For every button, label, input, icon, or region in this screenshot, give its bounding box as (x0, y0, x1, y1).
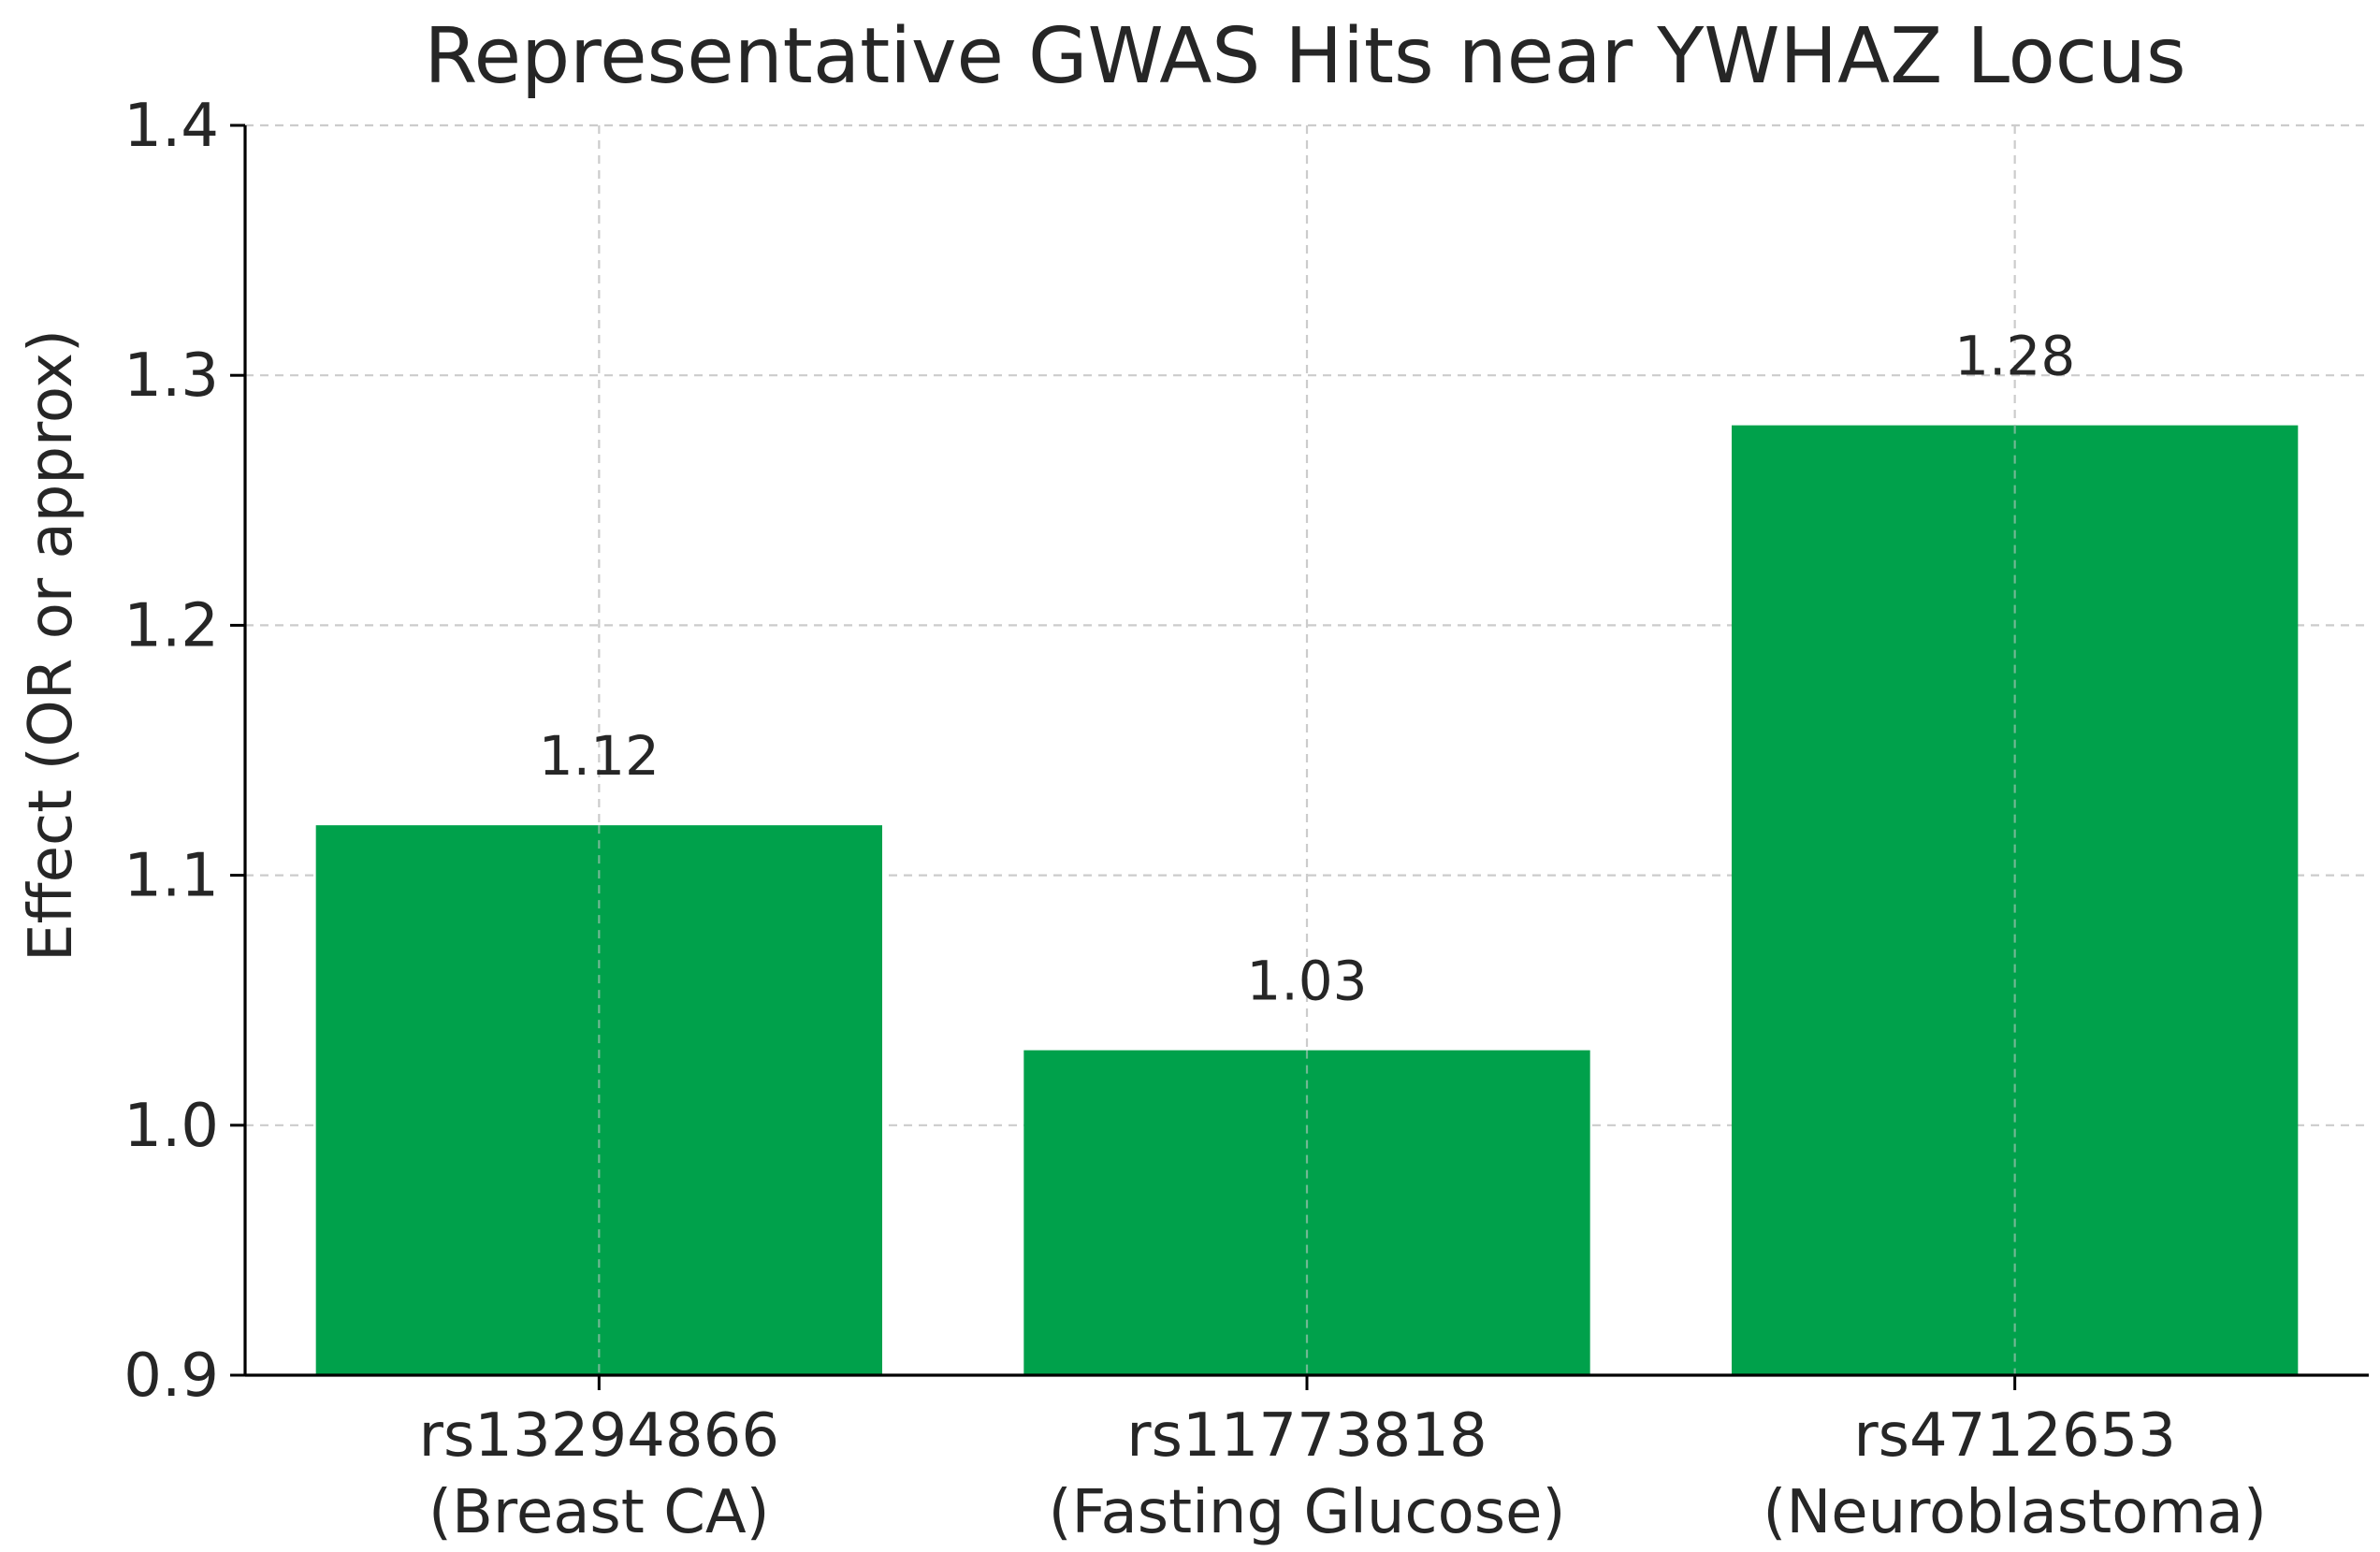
y-tick-label: 0.9 (123, 1342, 219, 1411)
x-tick-label: rs4712653 (1853, 1401, 2176, 1471)
bar-value-label: 1.28 (1954, 325, 2075, 388)
x-tick-label: rs13294866 (419, 1401, 779, 1471)
y-tick-label: 1.3 (123, 341, 219, 411)
y-tick-label: 1.1 (123, 842, 219, 911)
y-tick-label: 1.2 (123, 591, 219, 660)
x-tick-label: (Breast CA) (428, 1478, 770, 1547)
chart-title: Representative GWAS Hits near YWHAZ Locu… (424, 12, 2185, 101)
bar-value-label: 1.03 (1246, 950, 1367, 1013)
bar (1732, 425, 2299, 1375)
x-tick-label: rs11773818 (1126, 1401, 1487, 1471)
x-tick-label: (Fasting Glucose) (1049, 1478, 1566, 1547)
axes (230, 123, 2369, 1390)
bars (315, 425, 2299, 1375)
y-tick-label: 1.4 (123, 92, 219, 161)
bar-value-label: 1.12 (539, 724, 660, 788)
y-tick-label: 1.0 (123, 1092, 219, 1161)
tick-labels: 0.9 1.0 1.1 1.2 1.3 1.4 1.12 1.03 1.28 rs13294866… (123, 92, 2267, 1547)
y-axis-label: Effect (OR or approx) (17, 329, 86, 962)
x-tick-label: (Neuroblastoma) (1763, 1478, 2267, 1547)
